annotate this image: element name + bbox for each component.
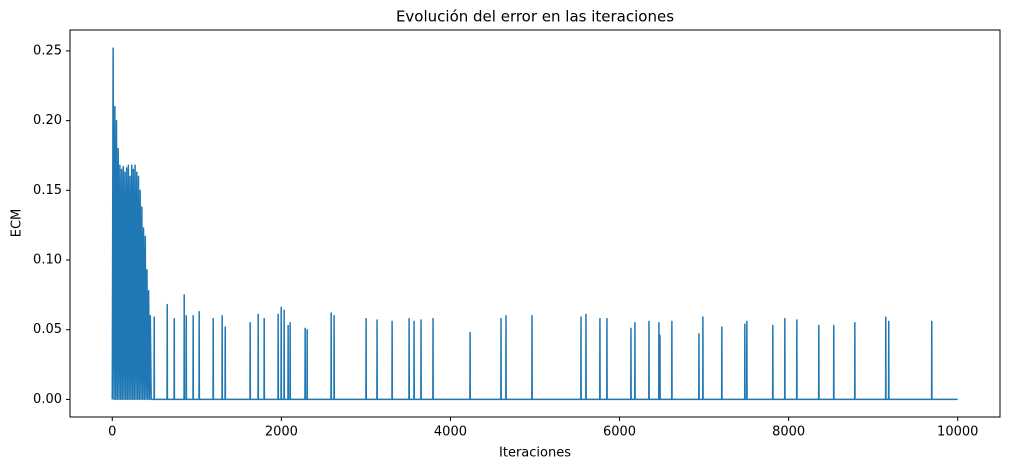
chart-title: Evolución del error en las iteraciones: [396, 8, 674, 26]
y-tick-label: 0.20: [33, 113, 62, 128]
y-axis-label: ECM: [10, 209, 25, 238]
x-tick-label: 10000: [937, 425, 978, 440]
y-tick-label: 0.25: [33, 43, 62, 58]
x-tick-label: 6000: [603, 425, 636, 440]
x-axis-label: Iteraciones: [499, 446, 571, 461]
y-tick-label: 0.15: [33, 183, 62, 198]
y-tick-label: 0.00: [33, 392, 62, 407]
x-tick-label: 0: [108, 425, 116, 440]
y-tick-label: 0.05: [33, 322, 62, 337]
plot-frame: [69, 29, 1001, 418]
x-tick-label: 4000: [434, 425, 467, 440]
line: [111, 47, 958, 401]
x-tick-label: 8000: [772, 425, 805, 440]
x-tick-label: 2000: [265, 425, 298, 440]
y-tick-label: 0.10: [33, 253, 62, 268]
